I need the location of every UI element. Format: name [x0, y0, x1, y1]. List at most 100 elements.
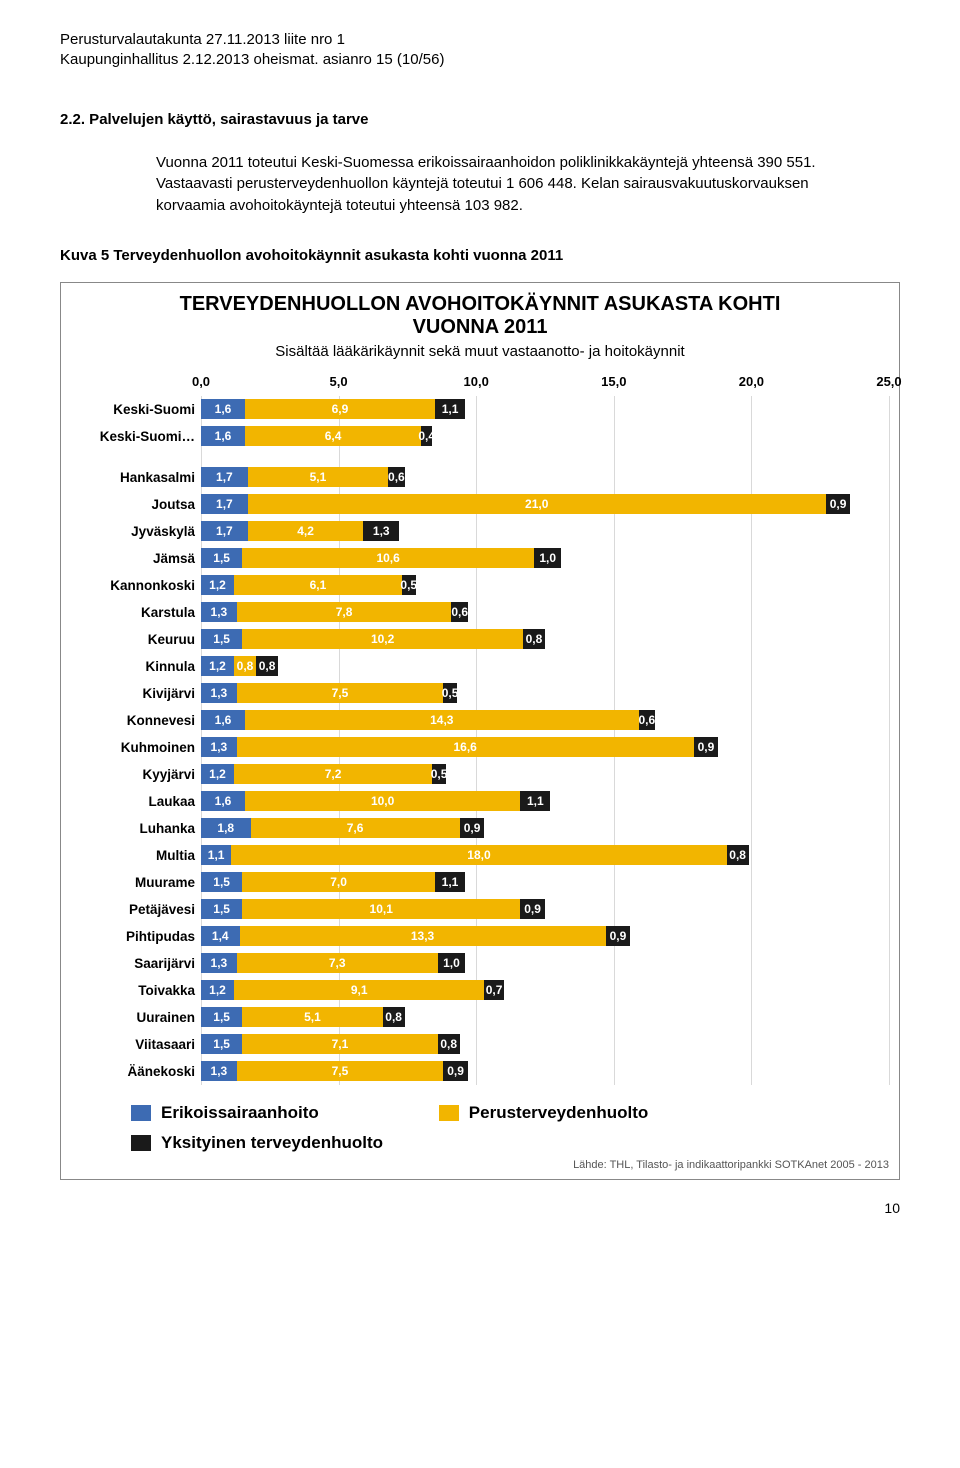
bar-segment: 0,9	[520, 899, 545, 919]
bar-segment: 7,6	[251, 818, 460, 838]
bar-row: 1,118,00,8	[201, 842, 889, 869]
category-label: Joutsa	[71, 491, 201, 518]
bar-row: 1,610,01,1	[201, 788, 889, 815]
bar-segment: 1,5	[201, 899, 242, 919]
bar-segment: 0,8	[383, 1007, 405, 1027]
bar-row: 1,74,21,3	[201, 518, 889, 545]
category-label: Karstula	[71, 599, 201, 626]
bar-row: 1,510,20,8	[201, 626, 889, 653]
bar-segment: 21,0	[248, 494, 826, 514]
bar-segment: 7,2	[234, 764, 432, 784]
axis-tick: 20,0	[739, 374, 764, 389]
chart-container: TERVEYDENHUOLLON AVOHOITOKÄYNNIT ASUKAST…	[60, 282, 900, 1180]
bar-segment: 1,2	[201, 764, 234, 784]
bar-row: 1,27,20,5	[201, 761, 889, 788]
bar-segment: 18,0	[231, 845, 726, 865]
bar-segment: 0,9	[826, 494, 851, 514]
bar-segment: 1,5	[201, 548, 242, 568]
bar-segment: 0,5	[432, 764, 446, 784]
bar-segment: 1,2	[201, 656, 234, 676]
bar-segment: 1,5	[201, 1034, 242, 1054]
bars-area: 1,66,91,11,66,40,41,75,10,61,721,00,91,7…	[201, 396, 889, 1085]
bar-segment: 1,0	[438, 953, 466, 973]
category-label: Uurainen	[71, 1004, 201, 1031]
category-label: Kuhmoinen	[71, 734, 201, 761]
axis-tick: 10,0	[464, 374, 489, 389]
bar-segment: 0,6	[639, 710, 656, 730]
chart-source: Lähde: THL, Tilasto- ja indikaattoripank…	[71, 1159, 889, 1171]
bar-row: 1,721,00,9	[201, 491, 889, 518]
bar-segment: 0,9	[694, 737, 719, 757]
bar-segment: 14,3	[245, 710, 639, 730]
bar-segment: 0,8	[727, 845, 749, 865]
axis-tick: 15,0	[601, 374, 626, 389]
category-label: Jyväskylä	[71, 518, 201, 545]
bar-row: 1,316,60,9	[201, 734, 889, 761]
category-label: Viitasaari	[71, 1031, 201, 1058]
legend-item: Yksityinen terveydenhuolto	[131, 1133, 383, 1153]
category-label: Toivakka	[71, 977, 201, 1004]
bar-row: 1,75,10,6	[201, 464, 889, 491]
bar-segment: 7,8	[237, 602, 452, 622]
bar-segment: 1,3	[201, 602, 237, 622]
bar-segment: 16,6	[237, 737, 694, 757]
category-label: Kivijärvi	[71, 680, 201, 707]
bar-segment: 1,6	[201, 399, 245, 419]
bar-segment: 1,2	[201, 575, 234, 595]
bar-segment: 0,6	[451, 602, 468, 622]
bar-segment: 5,1	[248, 467, 388, 487]
bar-row: 1,413,30,9	[201, 923, 889, 950]
category-label: Keski-Suomi…	[71, 423, 201, 450]
category-label: Konnevesi	[71, 707, 201, 734]
chart-title: TERVEYDENHUOLLON AVOHOITOKÄYNNIT ASUKAST…	[71, 293, 889, 339]
bar-row: 1,87,60,9	[201, 815, 889, 842]
chart-subtitle: Sisältää lääkärikäynnit sekä muut vastaa…	[71, 343, 889, 360]
bars-column: 0,05,010,015,020,025,0 1,66,91,11,66,40,…	[201, 374, 889, 1085]
bar-segment: 7,1	[242, 1034, 437, 1054]
bar-row: 1,29,10,7	[201, 977, 889, 1004]
category-column: Keski-SuomiKeski-Suomi…HankasalmiJoutsaJ…	[71, 374, 201, 1085]
bar-segment: 10,0	[245, 791, 520, 811]
bar-segment: 1,0	[534, 548, 562, 568]
bar-row: 1,20,80,8	[201, 653, 889, 680]
bar-segment: 1,4	[201, 926, 240, 946]
bar-segment: 10,2	[242, 629, 523, 649]
bar-segment: 10,1	[242, 899, 520, 919]
category-label: Luhanka	[71, 815, 201, 842]
bar-row: 1,57,10,8	[201, 1031, 889, 1058]
body-paragraph: Vuonna 2011 toteutui Keski-Suomessa erik…	[156, 152, 856, 217]
bar-segment: 13,3	[240, 926, 606, 946]
plot-area: Keski-SuomiKeski-Suomi…HankasalmiJoutsaJ…	[71, 374, 889, 1085]
bar-segment: 6,4	[245, 426, 421, 446]
bar-segment: 1,3	[201, 953, 237, 973]
axis-tick: 5,0	[330, 374, 348, 389]
bar-segment: 1,6	[201, 710, 245, 730]
category-label: Keski-Suomi	[71, 396, 201, 423]
bar-segment: 7,0	[242, 872, 435, 892]
category-label: Äänekoski	[71, 1058, 201, 1085]
bar-segment: 1,7	[201, 467, 248, 487]
bar-segment: 9,1	[234, 980, 484, 1000]
bar-segment: 1,1	[520, 791, 550, 811]
legend: ErikoissairaanhoitoPerusterveydenhuoltoY…	[71, 1103, 889, 1153]
category-label: Multia	[71, 842, 201, 869]
bar-segment: 1,6	[201, 426, 245, 446]
figure-caption: Kuva 5 Terveydenhuollon avohoitokäynnit …	[60, 247, 900, 264]
bar-row: 1,614,30,6	[201, 707, 889, 734]
chart-title-line-1: TERVEYDENHUOLLON AVOHOITOKÄYNNIT ASUKAST…	[180, 293, 781, 315]
bar-segment: 0,5	[443, 683, 457, 703]
category-label: Kannonkoski	[71, 572, 201, 599]
bar-row: 1,55,10,8	[201, 1004, 889, 1031]
category-label: Saarijärvi	[71, 950, 201, 977]
chart-title-line-2: VUONNA 2011	[413, 316, 548, 338]
axis-tick: 25,0	[876, 374, 901, 389]
legend-swatch	[131, 1105, 151, 1121]
bar-row: 1,510,61,0	[201, 545, 889, 572]
bar-segment: 1,7	[201, 494, 248, 514]
bar-segment: 0,6	[388, 467, 405, 487]
bar-segment: 5,1	[242, 1007, 382, 1027]
bar-segment: 0,8	[234, 656, 256, 676]
section-heading: 2.2. Palvelujen käyttö, sairastavuus ja …	[60, 111, 900, 128]
bar-row: 1,37,50,5	[201, 680, 889, 707]
bar-row: 1,66,40,4	[201, 423, 889, 450]
